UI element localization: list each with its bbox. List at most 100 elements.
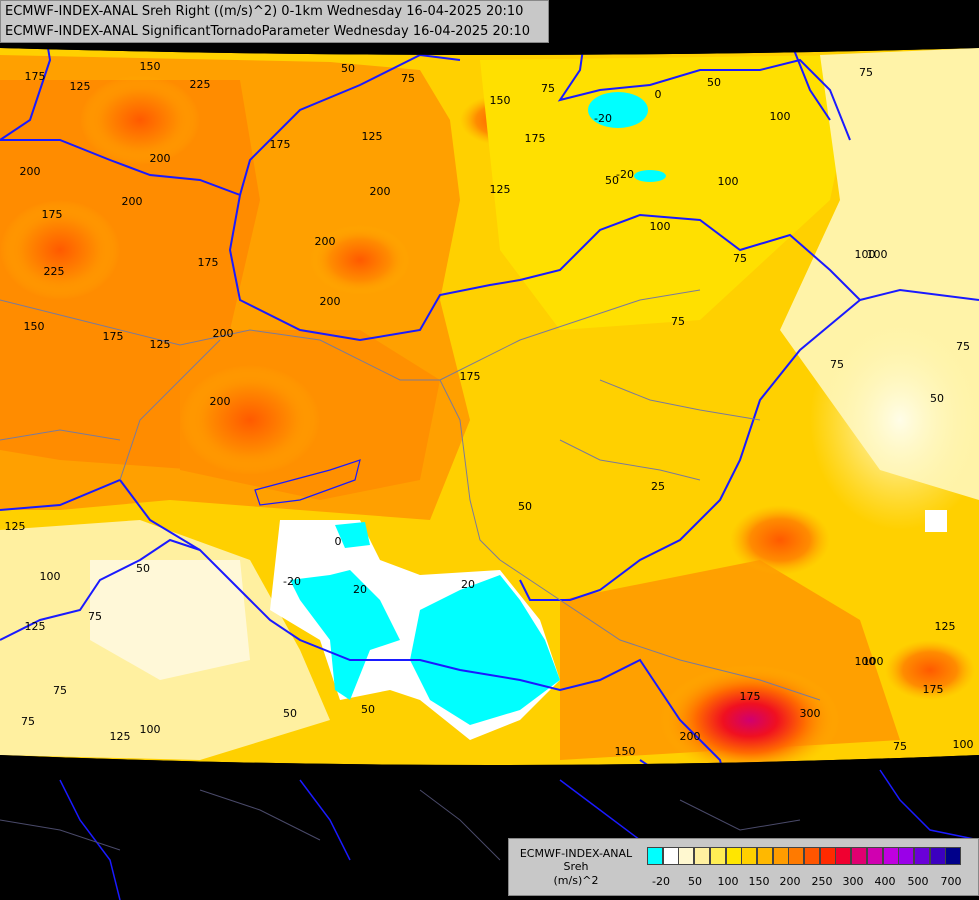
contour-label: 175 [103, 330, 124, 343]
contour-label: 50 [283, 707, 297, 720]
contour-label: 100 [953, 738, 974, 751]
contour-label: 100 [650, 220, 671, 233]
legend-tick: 400 [874, 875, 896, 888]
contour-label: 75 [893, 740, 907, 753]
legend-swatch [647, 847, 663, 865]
legend-parameter: Sreh [563, 860, 589, 873]
legend-tick: -20 [652, 875, 670, 888]
legend-swatch [756, 847, 773, 865]
contour-label: 200 [680, 730, 701, 743]
contour-label: 50 [341, 62, 355, 75]
contour-label: 125 [935, 620, 956, 633]
legend-swatch [819, 847, 836, 865]
contour-label: 175 [198, 256, 219, 269]
legend-swatch [725, 847, 742, 865]
title-line-1: ECMWF-INDEX-ANAL Sreh Right ((m/s)^2) 0-… [5, 4, 524, 19]
contour-label: 150 [615, 745, 636, 758]
contour-label: 125 [490, 183, 511, 196]
contour-label: 150 [140, 60, 161, 73]
contour-label: 100 [770, 110, 791, 123]
legend-swatch [866, 847, 883, 865]
legend-swatch [694, 847, 711, 865]
contour-label: 50 [518, 500, 532, 513]
contour-label: 75 [541, 82, 555, 95]
contour-label: 200 [370, 185, 391, 198]
contour-label: 175 [25, 70, 46, 83]
title-box: ECMWF-INDEX-ANAL Sreh Right ((m/s)^2) 0-… [0, 0, 549, 43]
legend-tick: 200 [779, 875, 801, 888]
legend-swatch [741, 847, 758, 865]
legend-swatch [913, 847, 930, 865]
contour-label: -20 [283, 575, 301, 588]
contour-label: -20 [594, 112, 612, 125]
contour-label: 175 [525, 132, 546, 145]
legend-tick: 250 [811, 875, 833, 888]
contour-label: 175 [42, 208, 63, 221]
contour-label: 200 [210, 395, 231, 408]
contour-label: 75 [859, 66, 873, 79]
legend-swatch [882, 847, 899, 865]
legend-swatch [835, 847, 852, 865]
legend-tick: 500 [907, 875, 929, 888]
contour-label: 125 [70, 80, 91, 93]
legend-swatch [804, 847, 820, 865]
contour-label: 225 [190, 78, 211, 91]
legend-swatch [662, 847, 679, 865]
contour-label: 75 [401, 72, 415, 85]
contour-label: 75 [830, 358, 844, 371]
contour-label: 125 [362, 130, 383, 143]
legend-swatch [945, 847, 962, 865]
contour-label: 100 [867, 248, 888, 261]
contour-label: 175 [270, 138, 291, 151]
contour-label: 200 [20, 165, 41, 178]
legend-swatch [929, 847, 946, 865]
contour-label: 100 [140, 723, 161, 736]
contour-label: 20 [353, 583, 367, 596]
legend-unit: (m/s)^2 [553, 874, 599, 887]
contour-label: 225 [44, 265, 65, 278]
legend-tick: 700 [940, 875, 962, 888]
contour-label: 200 [320, 295, 341, 308]
contour-label: 75 [956, 340, 970, 353]
contour-label: -20 [616, 168, 634, 181]
contour-label: 175 [460, 370, 481, 383]
contour-label: 125 [25, 620, 46, 633]
contour-label: 150 [24, 320, 45, 333]
contour-label: 0 [655, 88, 662, 101]
contour-label: 50 [361, 703, 375, 716]
rivers [0, 289, 821, 701]
contour-label: 50 [605, 174, 619, 187]
contour-label: 300 [800, 707, 821, 720]
contour-label: 175 [923, 683, 944, 696]
contour-label: 75 [671, 315, 685, 328]
contour-label: 150 [490, 94, 511, 107]
legend-tick: 150 [748, 875, 770, 888]
legend-tick: 50 [688, 875, 702, 888]
contour-label: 75 [53, 684, 67, 697]
contour-label: 100 [40, 570, 61, 583]
legend-swatch [788, 847, 805, 865]
contour-label: 200 [122, 195, 143, 208]
legend-tick: 100 [717, 875, 739, 888]
contour-label: 200 [150, 152, 171, 165]
contour-label: 100 [855, 248, 876, 261]
legend-swatch [851, 847, 868, 865]
contour-label: 50 [930, 392, 944, 405]
legend-swatch [898, 847, 915, 865]
contour-label: 125 [5, 520, 26, 533]
contour-label: 100 [855, 655, 876, 668]
contour-label: 50 [707, 76, 721, 89]
contour-label: 125 [110, 730, 131, 743]
legend-model: ECMWF-INDEX-ANAL [519, 847, 633, 860]
contour-label: 75 [733, 252, 747, 265]
legend-swatch [678, 847, 695, 865]
contour-label: 100 [718, 175, 739, 188]
legend: ECMWF-INDEX-ANAL Sreh (m/s)^2 -20 50 100 15… [508, 838, 979, 896]
contour-label: 0 [335, 535, 342, 548]
contour-label: 100 [863, 655, 884, 668]
legend-swatch [709, 847, 726, 865]
contour-label: 200 [315, 235, 336, 248]
contour-label: 200 [213, 327, 234, 340]
